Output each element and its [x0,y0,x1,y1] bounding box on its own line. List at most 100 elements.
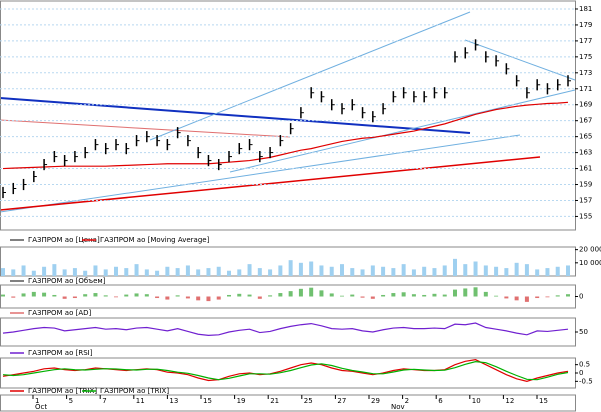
trend-line [229,89,576,173]
moving-average-line [2,101,569,170]
histogram-bar [432,293,437,297]
date-label: 27 [337,397,346,405]
histogram-bar [391,293,396,297]
trend-line [0,134,521,213]
volume-bar [11,269,16,276]
date-label: 15 [539,397,548,405]
y-tick-label: 10 000 000 [579,259,601,267]
volume-bar [370,265,375,276]
panel-frame [0,246,576,277]
histogram-bar [463,288,468,297]
volume-bar [483,265,488,276]
y-tick-label: 159 [579,181,592,189]
y-tick-label: 177 [579,37,592,45]
histogram-bar [155,296,160,299]
histogram-bar [134,293,139,297]
indicator-line [2,322,569,336]
volume-bar [134,264,139,276]
volume-bar [463,264,468,276]
volume-bar [401,264,406,276]
volume-bar [350,268,355,276]
volume-bar [309,261,314,276]
date-label: 25 [304,397,313,405]
volume-bar [237,269,242,276]
legend-label: ГАЗПРОМ ао [Moving Average] [100,236,210,244]
date-label: 29 [371,397,380,405]
legend-label: ГАЗПРОМ ао [TRIX] [100,387,169,395]
histogram-bar [329,293,334,297]
volume-bar [453,258,457,276]
volume-bar [21,265,26,276]
legend-label: ГАЗПРОМ ао [AD] [28,309,92,317]
volume-bar [62,269,67,276]
trend-line [0,97,471,134]
histogram-bar [1,294,5,297]
volume-bar [196,269,201,276]
volume-bar [514,262,519,276]
volume-bar [524,264,529,276]
volume-bar [535,269,540,276]
volume-bar [42,266,47,276]
histogram-bar [473,287,478,297]
volume-bar [185,265,190,276]
date-label: 2 [405,397,409,405]
date-label: 7 [102,397,106,405]
histogram-bar [360,296,365,298]
histogram-bar [216,296,221,300]
date-label: 1 [35,397,39,405]
volume-bar [360,269,365,276]
volume-bar [257,268,262,276]
indicator-line [2,361,569,381]
histogram-bar [453,289,457,297]
histogram-bar [144,294,149,297]
volume-bar [83,270,88,276]
date-label: 15 [203,397,212,405]
volume-bar [175,268,180,276]
y-tick-label: 175 [579,53,592,61]
month-label: Nov [391,403,405,411]
volume-bar [566,265,570,276]
volume-bar [473,261,478,276]
histogram-bar [298,288,303,297]
histogram-bar [483,291,488,297]
trend-lines [0,11,576,213]
volume-bar [432,268,437,276]
volume-bar [340,264,344,276]
legend-label: ГАЗПРОМ ао [RSI] [28,349,93,357]
volume-bar [1,268,5,276]
y-tick-label: 0 [579,369,583,377]
histogram-bar [237,293,242,297]
histogram-bar [124,294,129,297]
legend-label: ГАЗПРОМ ао [TRIX] [28,387,97,395]
date-label: 12 [505,397,514,405]
y-tick-label: 0 [579,293,583,301]
volume-bar [216,266,221,276]
histogram-bar [278,293,283,297]
histogram-bar [175,295,180,297]
y-tick-label: 0.5 [579,361,590,369]
histogram-bar [504,296,509,299]
histogram-bar [114,296,118,298]
histogram-bar [257,296,262,299]
y-tick-label: 20 000 000 [579,246,601,254]
histogram-bar [566,294,570,297]
histogram-bar [206,296,211,302]
y-tick-label: 167 [579,117,592,125]
histogram-bar [350,294,355,297]
histogram-bar [93,293,98,297]
y-tick-label: 161 [579,165,592,173]
trend-line [464,39,576,81]
histogram-bar [83,294,88,297]
volume-bar [227,270,231,276]
date-label: 5 [69,397,73,405]
histogram-bar [381,294,386,297]
histogram-bar [196,296,201,301]
histogram-bar [62,296,67,299]
volume-bar [93,265,98,276]
histogram-bar [247,294,252,297]
histogram-bar [21,293,26,297]
histogram-bar [370,296,375,299]
month-label: Oct [35,403,47,411]
